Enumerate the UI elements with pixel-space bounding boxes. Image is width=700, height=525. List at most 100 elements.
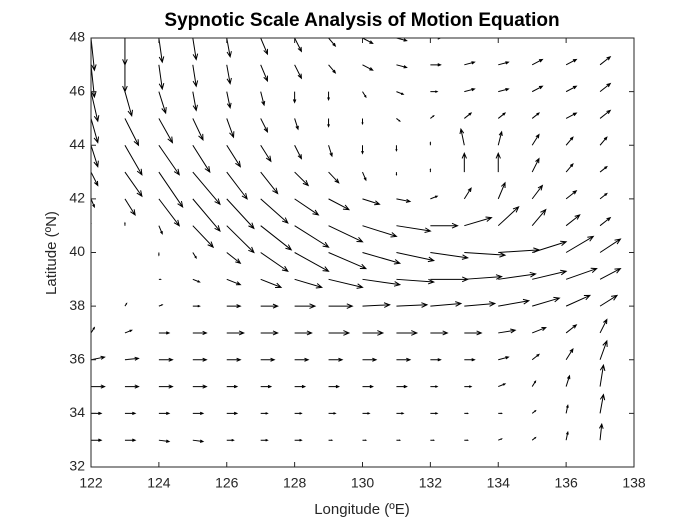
arrow	[226, 118, 235, 139]
arrow	[328, 439, 334, 442]
arrow	[498, 438, 503, 441]
arrow	[497, 130, 503, 146]
y-tick-label: 38	[69, 297, 85, 313]
arrow	[599, 82, 612, 93]
arrow	[294, 252, 330, 272]
arrow	[430, 38, 442, 40]
arrow	[294, 118, 299, 131]
arrow	[226, 171, 248, 200]
arrow	[158, 144, 180, 176]
arrow	[294, 145, 302, 160]
arrow	[532, 296, 561, 307]
arrow	[532, 326, 547, 334]
arrow	[122, 64, 128, 93]
arrow	[430, 252, 469, 260]
arrow	[226, 304, 242, 309]
arrow	[599, 393, 606, 414]
arrow	[328, 252, 368, 270]
arrow	[158, 252, 160, 257]
arrow	[124, 411, 137, 416]
arrow	[226, 411, 239, 416]
arrow	[599, 165, 608, 173]
arrow	[532, 269, 568, 280]
arrow	[260, 330, 279, 336]
arrow	[226, 384, 239, 389]
arrow	[91, 438, 103, 442]
arrow	[430, 301, 463, 307]
arrow	[430, 412, 439, 415]
arrow	[430, 439, 436, 442]
arrow	[91, 118, 100, 144]
arrow	[396, 302, 429, 308]
arrow	[464, 439, 469, 442]
arrow	[531, 409, 537, 414]
arrow	[192, 384, 208, 389]
arrow	[565, 85, 578, 93]
arrow	[395, 172, 398, 177]
arrow	[328, 171, 340, 184]
arrow	[396, 64, 408, 69]
arrow	[464, 274, 503, 280]
arrow	[396, 384, 408, 389]
arrow	[328, 303, 354, 309]
arrow	[396, 252, 436, 263]
arrow	[362, 278, 402, 287]
arrow	[124, 329, 133, 334]
arrow	[396, 439, 402, 442]
arrow	[294, 225, 330, 248]
arrow	[260, 91, 266, 107]
arrow	[362, 357, 378, 362]
arrow	[565, 404, 569, 414]
x-tick-label: 138	[622, 475, 646, 491]
y-tick-label: 44	[69, 136, 85, 152]
arrow	[464, 216, 493, 227]
arrow	[362, 198, 381, 206]
arrow	[565, 136, 574, 146]
arrow	[124, 198, 136, 217]
arrow	[430, 330, 449, 336]
arrow	[192, 252, 197, 259]
arrow	[294, 303, 317, 309]
arrow	[260, 357, 276, 362]
x-tick-label: 126	[215, 475, 239, 491]
arrow	[328, 38, 337, 48]
arrow	[158, 439, 171, 443]
arrow	[124, 356, 140, 361]
arrow	[362, 302, 391, 308]
arrow	[192, 118, 204, 142]
arrow	[531, 208, 547, 227]
arrow	[192, 144, 211, 174]
y-tick-label: 40	[69, 243, 85, 259]
arrow	[292, 91, 297, 104]
arrow	[294, 38, 302, 53]
arrow	[361, 118, 364, 126]
arrow	[599, 294, 619, 307]
arrow	[599, 238, 622, 253]
arrow	[531, 58, 544, 66]
arrow	[226, 225, 255, 254]
arrow	[260, 303, 279, 309]
arrow	[464, 61, 476, 66]
arrow	[362, 91, 367, 99]
arrow	[531, 157, 540, 173]
arrow	[260, 438, 269, 442]
arrow	[260, 64, 268, 83]
x-tick-label: 124	[147, 475, 171, 491]
arrow	[192, 171, 221, 206]
arrow	[260, 118, 269, 133]
arrow	[192, 439, 205, 443]
arrow	[362, 38, 374, 44]
arrow	[464, 112, 473, 119]
arrow	[294, 278, 324, 289]
arrow	[328, 64, 337, 74]
arrow	[463, 187, 472, 200]
arrow	[531, 436, 537, 441]
arrow	[362, 384, 374, 389]
arrow	[430, 114, 435, 119]
arrow	[498, 383, 507, 388]
arrow	[599, 216, 612, 227]
arrow	[362, 252, 402, 265]
arrow	[226, 91, 232, 109]
arrow	[531, 353, 540, 361]
